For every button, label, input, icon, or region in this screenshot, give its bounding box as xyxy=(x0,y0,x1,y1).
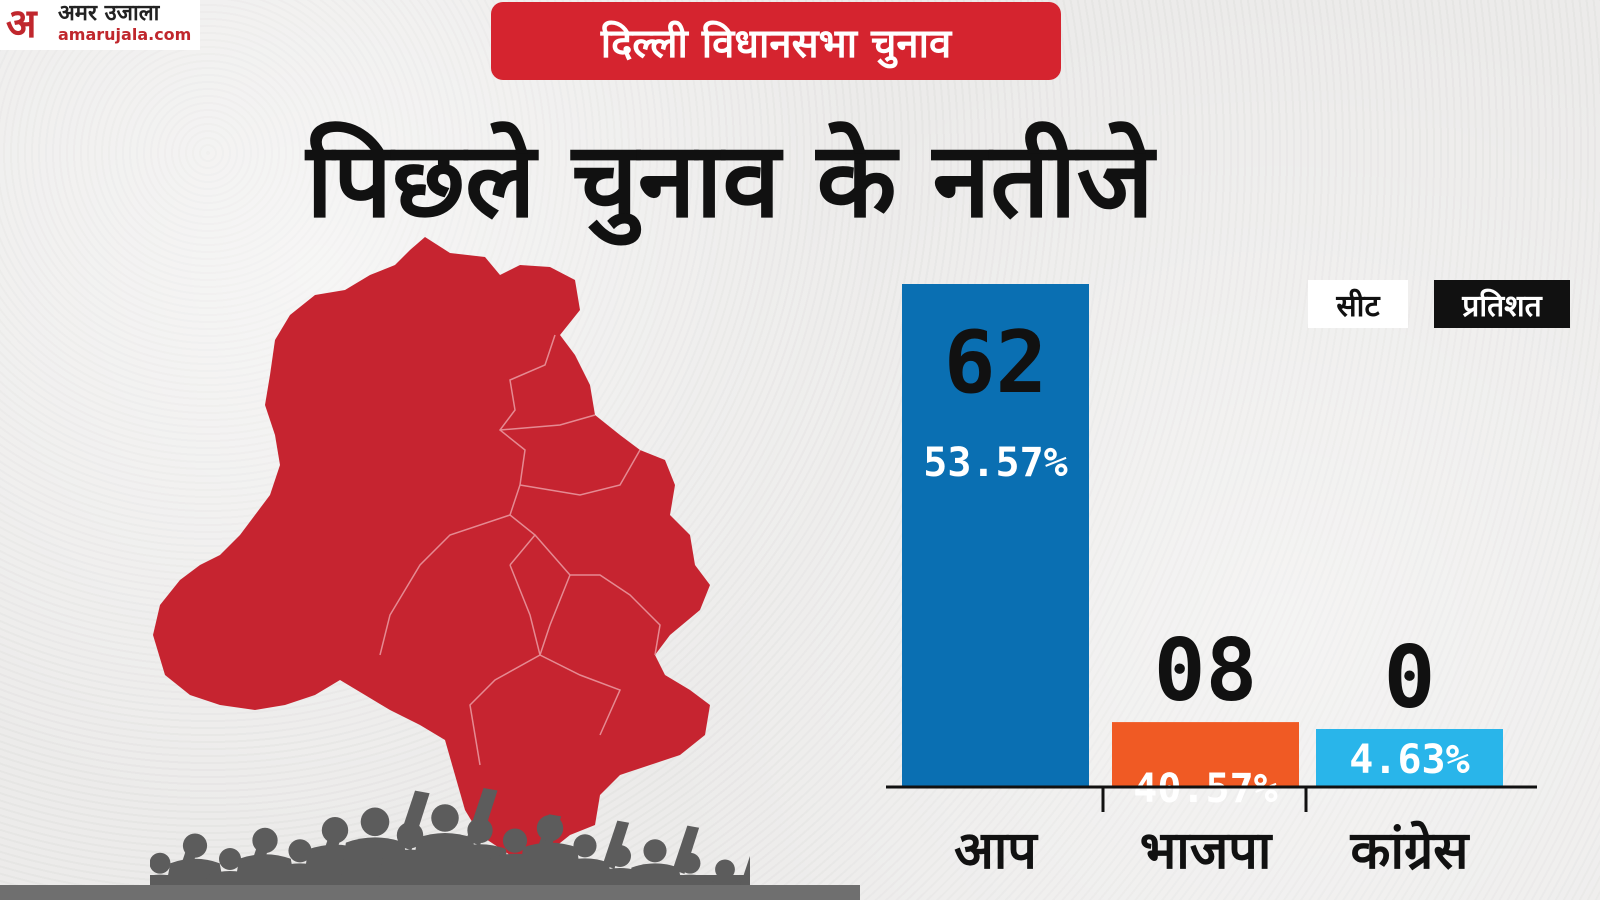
delhi-map-illustration xyxy=(150,237,750,885)
crowd-person-head xyxy=(182,833,208,858)
crowd-person-arm xyxy=(672,825,700,874)
crowd-person-head xyxy=(609,845,631,867)
election-banner: दिल्ली विधानसभा चुनाव xyxy=(491,2,1061,80)
crowd-person-head xyxy=(536,815,564,842)
crowd-person-body xyxy=(666,874,714,885)
seat-data-label: 08 xyxy=(1154,621,1258,721)
crowd-person-head xyxy=(715,859,735,880)
legend-percent: प्रतिशत xyxy=(1434,280,1570,328)
percent-data-label: 40.57% xyxy=(1133,766,1278,812)
logo-name: अमर उजाला xyxy=(58,1,160,26)
crowd-person-head xyxy=(150,852,171,874)
bar xyxy=(1316,729,1503,787)
crowd-person-head xyxy=(431,804,459,832)
crowd-person-head xyxy=(643,839,667,863)
footer-bar xyxy=(0,885,860,900)
publisher-logo[interactable]: अ अमर उजाला amarujala.com xyxy=(0,0,200,50)
crowd-person-head xyxy=(321,817,349,844)
crowd-person-body xyxy=(704,880,746,885)
crowd-person-head xyxy=(467,817,493,844)
seat-data-label: 62 xyxy=(944,313,1048,413)
crowd-person-head xyxy=(360,807,390,837)
crowd-silhouette xyxy=(150,788,750,885)
bar xyxy=(902,284,1089,787)
bars-group xyxy=(902,284,1503,787)
district-borders xyxy=(379,334,661,766)
percent-data-label: 53.57% xyxy=(923,440,1068,486)
logo-site: amarujala.com xyxy=(58,25,192,44)
labels-group: 62 53.57% आप 08 40.57% भाजपा 0 4.63% कांग्रेस xyxy=(923,313,1470,881)
logo-mark: अ xyxy=(6,1,37,47)
seat-data-label: 0 xyxy=(1384,628,1436,728)
delhi-map-shape xyxy=(153,237,710,855)
crowd-person-arm xyxy=(740,855,750,885)
category-label: कांग्रेस xyxy=(1350,820,1471,881)
category-label: आप xyxy=(954,821,1039,881)
crowd-person-head xyxy=(573,834,597,858)
crowd-person-head xyxy=(679,852,701,874)
crowd-person-head xyxy=(252,827,278,854)
bar xyxy=(1112,722,1299,787)
crowd-person-head xyxy=(219,848,241,870)
crowd-person-head xyxy=(288,839,312,863)
category-label: भाजपा xyxy=(1140,821,1274,881)
page-title: पिछले चुनाव के नतीजे xyxy=(306,119,1154,241)
percent-data-label: 4.63% xyxy=(1349,737,1469,783)
crowd-person-head xyxy=(502,828,528,853)
legend-seats: सीट xyxy=(1308,280,1408,328)
